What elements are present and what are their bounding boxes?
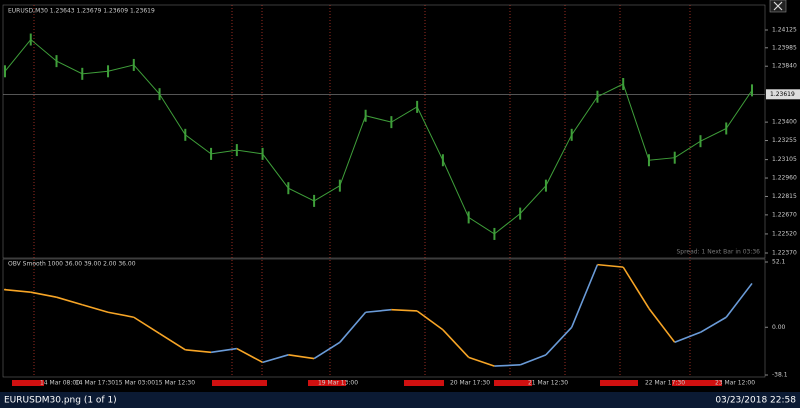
obv-segment: [570, 264, 599, 328]
obv-segment: [4, 288, 31, 293]
y-tick-label: 1.22670: [772, 211, 797, 218]
close-icon: [773, 1, 783, 11]
x-tick-label: 15 Mar 12:30: [155, 380, 195, 387]
x-tick-label: 21 Mar 12:30: [528, 380, 568, 387]
obv-panel-frame: [2, 258, 766, 378]
y-tick-label: 1.22815: [772, 193, 797, 200]
obv-segment: [416, 310, 444, 331]
y-tick-label: 1.23400: [772, 119, 797, 126]
obv-segment: [30, 291, 57, 298]
price-line: [4, 38, 753, 235]
x-tick-label: 22 Mar 17:30: [645, 380, 685, 387]
obv-segment: [82, 303, 109, 314]
obv-segment: [700, 316, 727, 333]
main-panel-frame: [2, 4, 766, 259]
y-tick-label: 1.23255: [772, 137, 797, 144]
obv-segment: [597, 263, 624, 268]
marker: [672, 380, 722, 386]
y-tick-label: 1.23105: [772, 156, 797, 163]
y-tick-label: 1.24125: [772, 27, 797, 34]
marker: [404, 380, 444, 386]
obv-segment: [236, 347, 263, 364]
status-bar: [0, 392, 800, 408]
y-tick-label: 1.22520: [772, 230, 797, 237]
obv-segment: [313, 341, 341, 360]
obv-segment: [494, 364, 521, 367]
main-label: EURUSD,M30 1.23643 1.23679 1.23609 1.236…: [8, 8, 155, 15]
obv-segment: [339, 311, 367, 343]
y-tick-label: -38.1: [772, 372, 788, 379]
status-text: Spread: 1 Next Bar in 03:36: [676, 249, 760, 256]
obv-start: [4, 288, 6, 291]
obv-segment: [442, 329, 470, 358]
x-tick-label: 20 Mar 17:30: [450, 380, 490, 387]
timestamp: 03/23/2018 22:58: [715, 396, 796, 406]
obv-segment: [210, 347, 237, 354]
current-price-label: 1.23619: [770, 91, 795, 98]
obv-segment: [545, 326, 573, 356]
y-tick-label: 0.00: [772, 324, 786, 331]
marker: [494, 380, 532, 386]
obv-segment: [185, 349, 212, 354]
session-lines: [33, 5, 691, 377]
marker: [600, 380, 638, 386]
x-tick-label: 14 Mar 08:00: [40, 380, 80, 387]
obv-segment: [262, 354, 289, 364]
obv-segment: [365, 308, 392, 314]
y-tick-label: 1.23840: [772, 63, 797, 70]
y-tick-label: 52.1: [772, 259, 786, 266]
obv-segment: [674, 331, 701, 344]
obv-label: OBV Smooth 1000 36.00 39.00 2.00 36.00: [8, 261, 136, 268]
obv-segment: [622, 266, 650, 309]
marker: [308, 380, 346, 386]
obv-segment: [159, 332, 186, 351]
current-price-tag: [766, 89, 800, 100]
file-name: EURUSDM30.png (1 of 1): [4, 396, 117, 406]
marker: [12, 380, 44, 386]
x-tick-label: 15 Mar 03:00: [115, 380, 155, 387]
obv-segment: [725, 282, 753, 318]
obv-segment: [56, 296, 83, 306]
obv-segment: [648, 307, 676, 343]
background: [0, 0, 800, 392]
obv-segment: [468, 356, 495, 367]
obv-segment: [288, 354, 315, 360]
x-tick-label: 14 Mar 17:30: [75, 380, 115, 387]
obv-segment: [519, 354, 547, 366]
x-tick-label: 23 Mar 12:00: [715, 380, 755, 387]
obv-segment: [107, 311, 134, 319]
obv-segment: [133, 316, 160, 335]
marker: [212, 380, 267, 386]
x-tick-label: 19 Mar 13:00: [318, 380, 358, 387]
weekend-markers: [12, 380, 722, 386]
y-tick-label: 1.23985: [772, 44, 797, 51]
y-tick-label: 1.22960: [772, 175, 797, 182]
y-tick-label: 1.22370: [772, 250, 797, 257]
obv-segment: [391, 308, 418, 312]
